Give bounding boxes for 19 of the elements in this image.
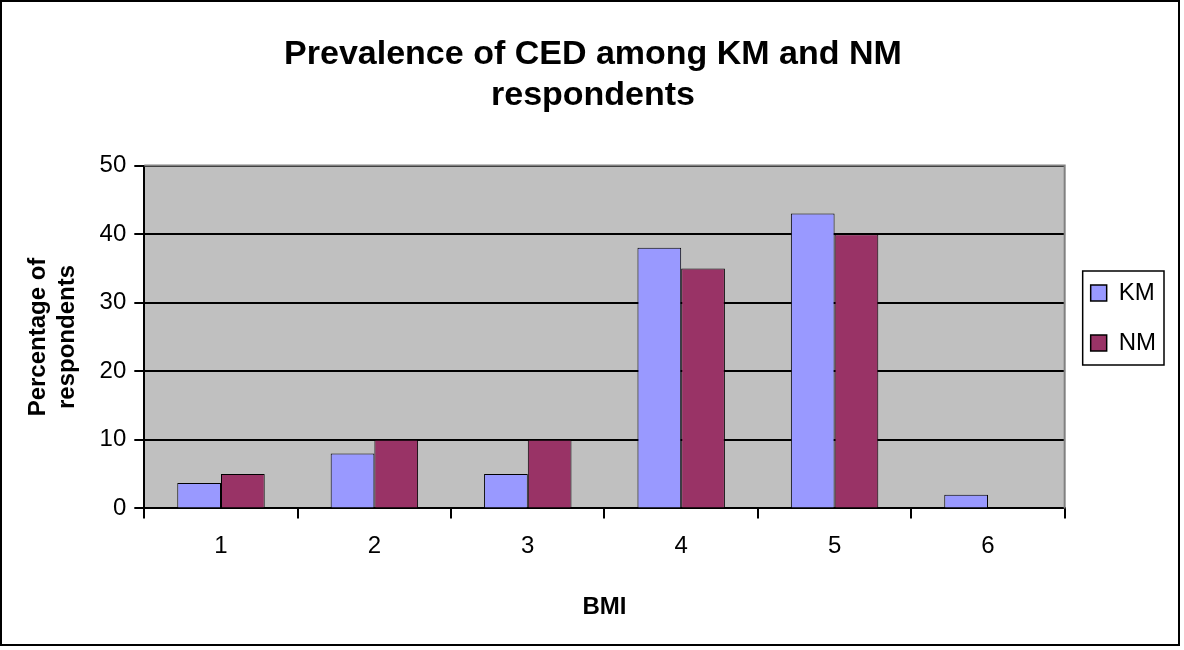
y-tick-label: 20 (99, 355, 127, 383)
y-tick-label: 30 (99, 287, 127, 315)
text: Percentage of (23, 257, 51, 417)
text: respondents (490, 73, 696, 112)
legend-label: KM (1118, 277, 1155, 305)
x-axis-title: BMI (582, 592, 627, 620)
y-tick-label: 10 (99, 424, 127, 452)
x-tick-label: 5 (827, 531, 842, 559)
y-tick-label: 50 (99, 150, 127, 178)
legend-label: NM (1118, 327, 1156, 355)
x-tick-label: 1 (214, 531, 228, 559)
x-tick-label: 6 (981, 531, 995, 559)
x-tick-label: 4 (674, 531, 688, 559)
x-tick-label: 2 (367, 531, 382, 559)
y-tick-label: 40 (99, 218, 127, 246)
x-tick-label: 3 (521, 531, 535, 559)
y-tick-label: 0 (112, 493, 127, 521)
text: Prevalence of CED among KM and NM (284, 32, 902, 71)
text: respondents (51, 264, 79, 410)
